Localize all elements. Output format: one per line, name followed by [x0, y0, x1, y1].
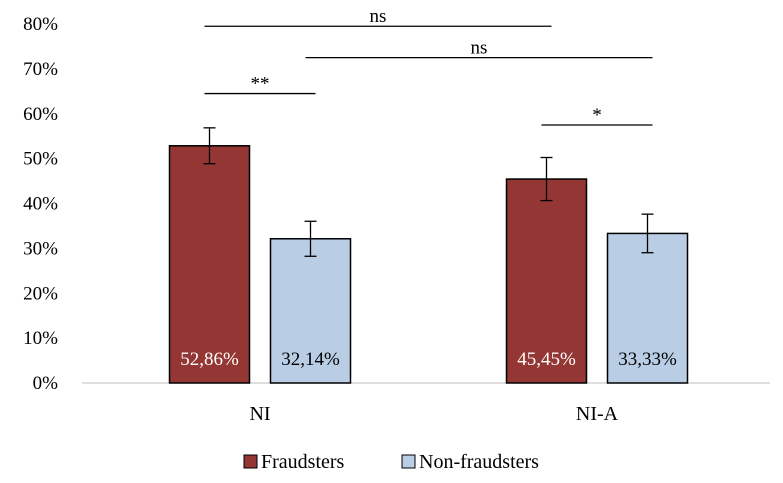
bar-value-label: 52,86% [180, 349, 239, 370]
bar-non-fraudsters-ni-a [606, 232, 689, 384]
legend-label: Non-fraudsters [419, 451, 539, 473]
legend-swatch-fraudsters [243, 454, 258, 469]
y-tick-label: 20% [23, 283, 58, 304]
x-category-label: NI [249, 403, 270, 425]
y-tick-label: 70% [23, 59, 58, 80]
bar-value-label: 32,14% [281, 349, 340, 370]
bar-fraudsters-ni-a [505, 178, 588, 384]
significance-label: ** [251, 74, 270, 95]
legend-label: Fraudsters [261, 451, 345, 473]
y-tick-label: 50% [23, 149, 58, 170]
y-tick-label: 40% [23, 194, 58, 215]
y-tick-label: 80% [23, 14, 58, 35]
x-category-label: NI-A [576, 403, 619, 425]
bar-value-label: 33,33% [618, 349, 677, 370]
y-tick-label: 10% [23, 328, 58, 349]
significance-label: * [592, 105, 602, 126]
y-tick-label: 0% [33, 373, 59, 394]
bar-fraudsters-ni [168, 145, 251, 384]
bar-non-fraudsters-ni [269, 238, 352, 384]
bar-value-label: 45,45% [517, 349, 576, 370]
legend-swatch-non-fraudsters [401, 454, 416, 469]
significance-label: ns [370, 6, 387, 27]
significance-label: ns [471, 38, 488, 59]
y-tick-label: 30% [23, 238, 58, 259]
y-tick-label: 60% [23, 104, 58, 125]
